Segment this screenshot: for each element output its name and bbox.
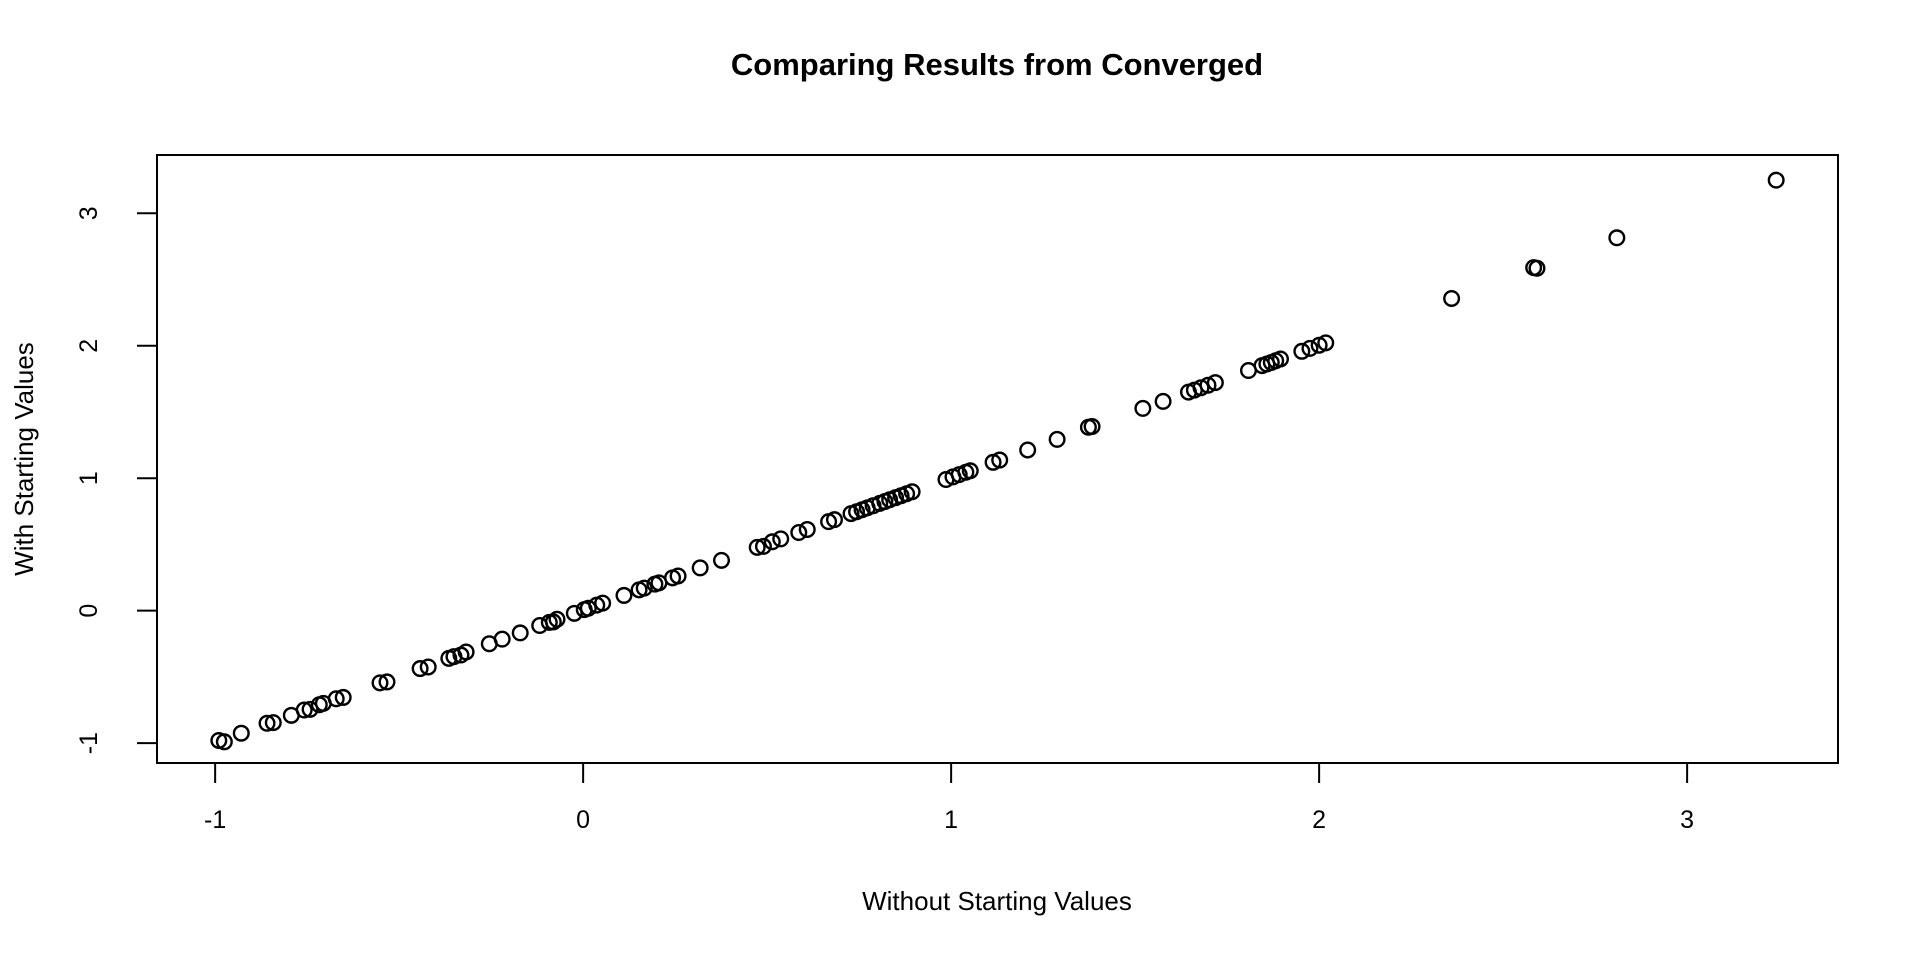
- x-tick-label: 0: [576, 806, 590, 834]
- data-point: [1528, 259, 1546, 277]
- data-point: [457, 643, 475, 661]
- data-point: [1301, 339, 1319, 357]
- y-tick-label: 1: [75, 471, 103, 485]
- data-point: [754, 537, 772, 555]
- data-point: [1608, 229, 1626, 247]
- data-point: [334, 688, 352, 706]
- data-point: [748, 538, 766, 556]
- data-point: [264, 714, 282, 732]
- data-point: [493, 630, 511, 648]
- data-point: [378, 673, 396, 691]
- data-point: [531, 617, 549, 635]
- data-point: [669, 567, 687, 585]
- data-point: [772, 530, 790, 548]
- data-point: [1767, 171, 1785, 189]
- plot-area: -1 0 1 2 3 -1 0 1 2 3: [75, 154, 1839, 834]
- x-tick-label: -1: [204, 806, 226, 834]
- y-axis-title: With Starting Values: [9, 342, 39, 576]
- x-tick-label: 2: [1312, 806, 1326, 834]
- data-point: [327, 690, 345, 708]
- data-point: [215, 733, 233, 751]
- data-point: [903, 483, 921, 501]
- data-point: [594, 594, 612, 612]
- data-point: [1443, 289, 1461, 307]
- data-point: [548, 610, 566, 628]
- x-tick-label: 1: [944, 806, 958, 834]
- y-tick-label: -1: [75, 732, 103, 754]
- data-point: [1048, 430, 1066, 448]
- data-point: [1019, 441, 1037, 459]
- data-point: [1317, 334, 1335, 352]
- x-tick-label: 3: [1680, 806, 1694, 834]
- data-point: [565, 604, 583, 622]
- data-point: [411, 660, 429, 678]
- data-point: [1199, 376, 1217, 394]
- data-point: [1239, 362, 1257, 380]
- data-point: [232, 724, 250, 742]
- data-point: [991, 451, 1009, 469]
- y-tick-label: 0: [75, 604, 103, 618]
- data-point: [1271, 350, 1289, 368]
- data-point: [295, 701, 313, 719]
- data-point: [511, 624, 529, 642]
- data-point: [635, 579, 653, 597]
- data-point: [691, 559, 709, 577]
- data-point: [1293, 342, 1311, 360]
- data-point: [798, 520, 816, 538]
- chart-title: Comparing Results from Converged: [731, 47, 1263, 82]
- data-point: [1206, 374, 1224, 392]
- y-tick-label: 3: [75, 206, 103, 220]
- data-point: [1134, 399, 1152, 417]
- data-point: [1154, 392, 1172, 410]
- x-axis-title: Without Starting Values: [862, 886, 1132, 916]
- plot-frame: [156, 154, 1839, 764]
- data-point: [419, 658, 437, 676]
- data-point: [961, 462, 979, 480]
- data-point: [579, 599, 597, 617]
- data-point: [1083, 418, 1101, 436]
- data-point: [258, 714, 276, 732]
- data-point: [544, 613, 562, 631]
- data-point: [615, 586, 633, 604]
- y-tick-label: 2: [75, 339, 103, 353]
- data-point: [371, 674, 389, 692]
- data-point: [763, 533, 781, 551]
- data-point: [790, 524, 808, 542]
- data-point: [825, 511, 843, 529]
- data-point: [713, 551, 731, 569]
